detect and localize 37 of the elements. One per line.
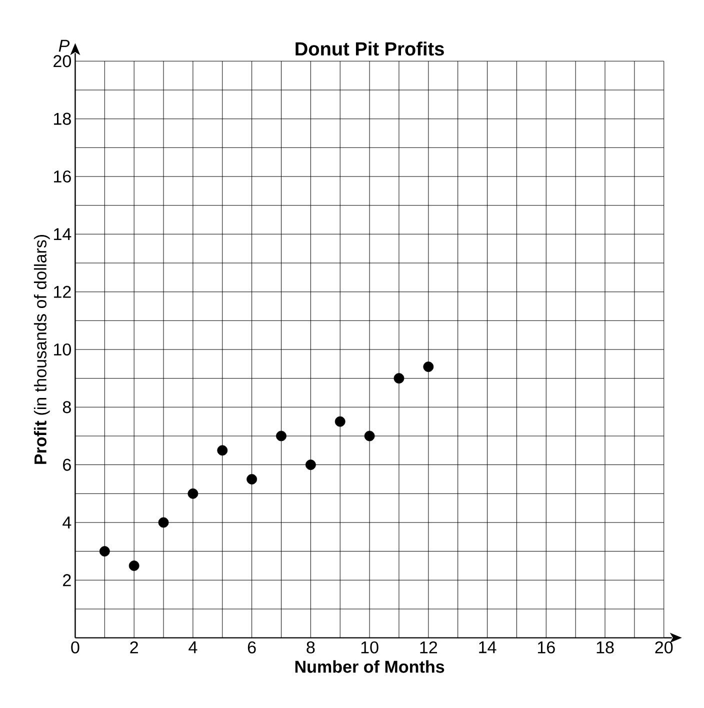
y-tick-label: 10: [54, 343, 72, 356]
text: P: [58, 40, 70, 52]
y-tick-label: 20: [54, 55, 72, 68]
y-tick-label: 6: [63, 458, 71, 471]
y-tick-label: 8: [62, 401, 71, 414]
y-tick-label: 2: [63, 574, 71, 586]
point: [128, 560, 140, 571]
point: [99, 546, 110, 557]
x-axis-title: Number of Months: [295, 660, 444, 673]
y-axis-title: Profit (in thousands of dollars): [34, 234, 50, 464]
point: [217, 445, 228, 456]
x-tick-label: 0: [71, 641, 80, 654]
x-tick-label: 14: [479, 641, 496, 654]
x-tick-label: 20: [655, 641, 673, 654]
point: [158, 517, 169, 528]
point: [394, 373, 404, 384]
x-tick-label: 8: [306, 641, 315, 654]
y-tick-label: 12: [54, 286, 71, 298]
y-tick-label: 16: [54, 170, 71, 183]
x-tick-label: 16: [538, 641, 555, 654]
point: [423, 362, 434, 372]
point: [334, 416, 346, 427]
point: [246, 474, 258, 484]
point: [188, 488, 198, 499]
y-tick-label: 14: [54, 228, 72, 240]
x-tick-label: 18: [596, 641, 614, 654]
x-tick-label: 4: [188, 641, 198, 654]
point: [276, 430, 286, 442]
y-tick-label: 4: [62, 516, 72, 528]
point: [305, 460, 316, 470]
point: [364, 430, 375, 442]
x-tick-label: 6: [248, 641, 256, 654]
x-tick-label: 10: [361, 641, 378, 654]
x-tick-label: 2: [130, 641, 138, 654]
chart-title: Donut Pit Profits: [296, 42, 444, 56]
x-tick-label: 12: [420, 641, 438, 654]
y-tick-label: 18: [54, 112, 71, 125]
